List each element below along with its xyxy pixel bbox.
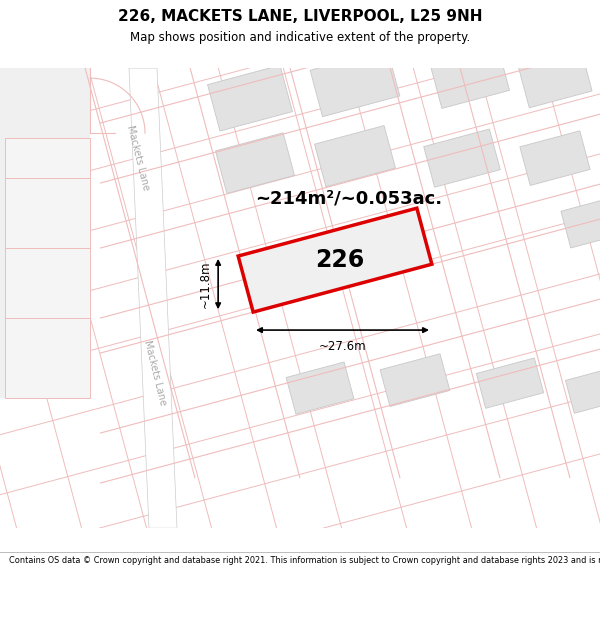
Polygon shape — [215, 133, 295, 193]
Polygon shape — [561, 198, 600, 248]
Polygon shape — [0, 68, 90, 398]
Text: ~27.6m: ~27.6m — [319, 340, 367, 353]
Text: 226, MACKETS LANE, LIVERPOOL, L25 9NH: 226, MACKETS LANE, LIVERPOOL, L25 9NH — [118, 9, 482, 24]
Polygon shape — [518, 49, 592, 108]
Polygon shape — [430, 48, 509, 108]
Text: Mackets Lane: Mackets Lane — [142, 339, 168, 407]
Polygon shape — [520, 131, 590, 186]
Polygon shape — [424, 129, 500, 188]
Polygon shape — [286, 362, 354, 414]
Text: Mackets Lane: Mackets Lane — [125, 124, 151, 192]
Polygon shape — [314, 126, 395, 187]
Text: 226: 226 — [316, 248, 365, 272]
Text: Contains OS data © Crown copyright and database right 2021. This information is : Contains OS data © Crown copyright and d… — [9, 556, 600, 566]
Polygon shape — [5, 263, 88, 393]
Text: ~214m²/~0.053ac.: ~214m²/~0.053ac. — [255, 189, 442, 207]
Text: Map shows position and indicative extent of the property.: Map shows position and indicative extent… — [130, 31, 470, 44]
Polygon shape — [208, 65, 292, 131]
Polygon shape — [238, 208, 432, 312]
Text: ~11.8m: ~11.8m — [199, 261, 212, 308]
Polygon shape — [310, 49, 400, 117]
Polygon shape — [565, 367, 600, 413]
Polygon shape — [129, 68, 177, 528]
Polygon shape — [476, 358, 544, 408]
Polygon shape — [380, 354, 450, 406]
Polygon shape — [5, 138, 90, 398]
